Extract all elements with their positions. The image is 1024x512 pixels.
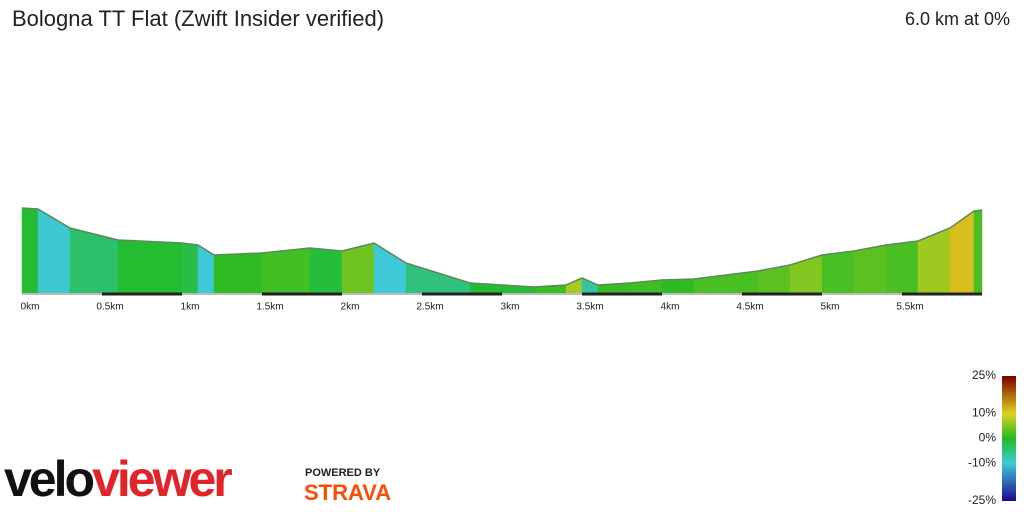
x-tick-label: 5km [821,302,840,313]
profile-segment [309,247,343,294]
profile-segment [885,240,919,294]
profile-segment [261,247,311,294]
logo: veloviewer [4,451,232,507]
profile-outline [21,207,983,288]
x-tick-label: 4km [661,302,680,313]
profile-segment [661,278,695,294]
colorbar-label: -25% [968,493,996,507]
x-tick-label: 3km [501,302,520,313]
profile-segment [181,242,199,294]
profile-segment [21,207,39,294]
powered-by: POWERED BY [305,467,381,479]
logo-part: viewer [92,451,232,507]
logo-part: velo [4,451,94,507]
profile-segment [437,272,471,294]
x-tick-label: 3.5km [576,302,603,313]
profile-segment [37,208,71,294]
strava-logo: STRAVA [304,480,391,505]
chart-title: Bologna TT Flat (Zwift Insider verified) [12,6,384,31]
x-tick-label: 4.5km [736,302,763,313]
profile-segment [565,277,583,294]
x-tick-label: 5.5km [896,302,923,313]
x-tick-label: 2km [341,302,360,313]
profile-segment [917,227,951,294]
profile-segment [973,209,983,294]
colorbar [1002,376,1016,501]
x-tick-label: 0km [21,302,40,313]
chart-subtitle: 6.0 km at 0% [905,9,1010,29]
colorbar-label: 10% [972,406,996,420]
profile-segment [373,242,407,294]
colorbar-label: 0% [979,431,997,445]
x-tick-label: 1.5km [256,302,283,313]
profile-segment [821,250,855,294]
x-tick-label: 1km [181,302,200,313]
colorbar-label: 25% [972,368,996,382]
profile-segment [949,210,975,294]
x-tick-label: 2.5km [416,302,443,313]
profile-segment [197,244,215,294]
profile-segment [853,244,887,294]
profile-segment [117,239,183,294]
x-tick-label: 0.5km [96,302,123,313]
profile-segment [581,277,599,294]
profile-segment [757,264,791,294]
colorbar-label: -10% [968,456,996,470]
profile-segment [213,252,263,294]
